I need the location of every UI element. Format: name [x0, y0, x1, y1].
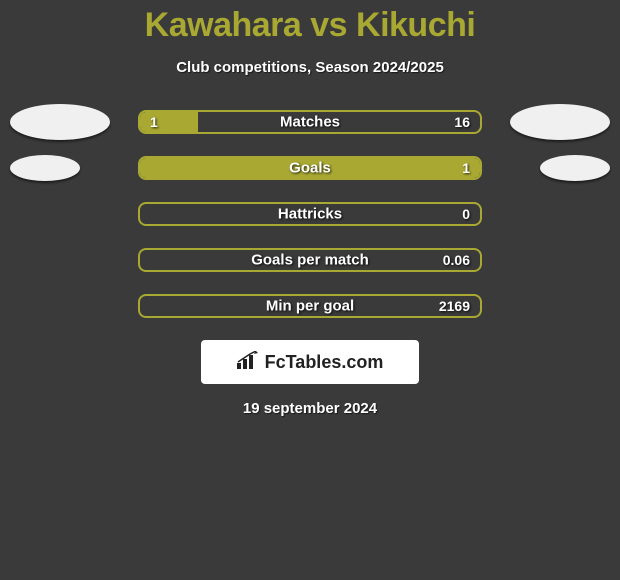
bar-fill: [140, 112, 198, 132]
stat-row: Min per goal 2169: [0, 294, 620, 318]
logo-box: FcTables.com: [201, 340, 419, 384]
stat-label: Goals per match: [251, 252, 369, 269]
stat-value-right: 0.06: [443, 252, 470, 268]
stat-label: Min per goal: [266, 298, 354, 315]
stat-row: Matches 1 16: [0, 110, 620, 134]
stat-bar: Hattricks 0: [138, 202, 482, 226]
player-badge-left: [10, 155, 80, 181]
player-badge-left: [10, 104, 110, 140]
date-label: 19 september 2024: [0, 400, 620, 417]
stat-bar: Goals 1: [138, 156, 482, 180]
stat-value-right: 2169: [439, 298, 470, 314]
stat-row: Hattricks 0: [0, 202, 620, 226]
stat-label: Matches: [280, 114, 340, 131]
stat-value-left: 1: [150, 114, 158, 130]
stat-label: Hattricks: [278, 206, 342, 223]
comparison-chart: Matches 1 16 Goals 1 Hattricks 0 Goals per matc…: [0, 110, 620, 318]
stat-value-right: 1: [462, 160, 470, 176]
stat-row: Goals 1: [0, 156, 620, 180]
stat-value-right: 16: [454, 114, 470, 130]
stat-bar: Matches 1 16: [138, 110, 482, 134]
stat-label: Goals: [289, 160, 331, 177]
stat-bar: Goals per match 0.06: [138, 248, 482, 272]
stat-bar: Min per goal 2169: [138, 294, 482, 318]
logo: FcTables.com: [237, 351, 384, 374]
chart-icon: [237, 351, 259, 374]
stat-value-right: 0: [462, 206, 470, 222]
logo-text: FcTables.com: [265, 352, 384, 373]
stat-row: Goals per match 0.06: [0, 248, 620, 272]
page-title: Kawahara vs Kikuchi: [0, 0, 620, 45]
page-subtitle: Club competitions, Season 2024/2025: [0, 59, 620, 76]
player-badge-right: [540, 155, 610, 181]
player-badge-right: [510, 104, 610, 140]
